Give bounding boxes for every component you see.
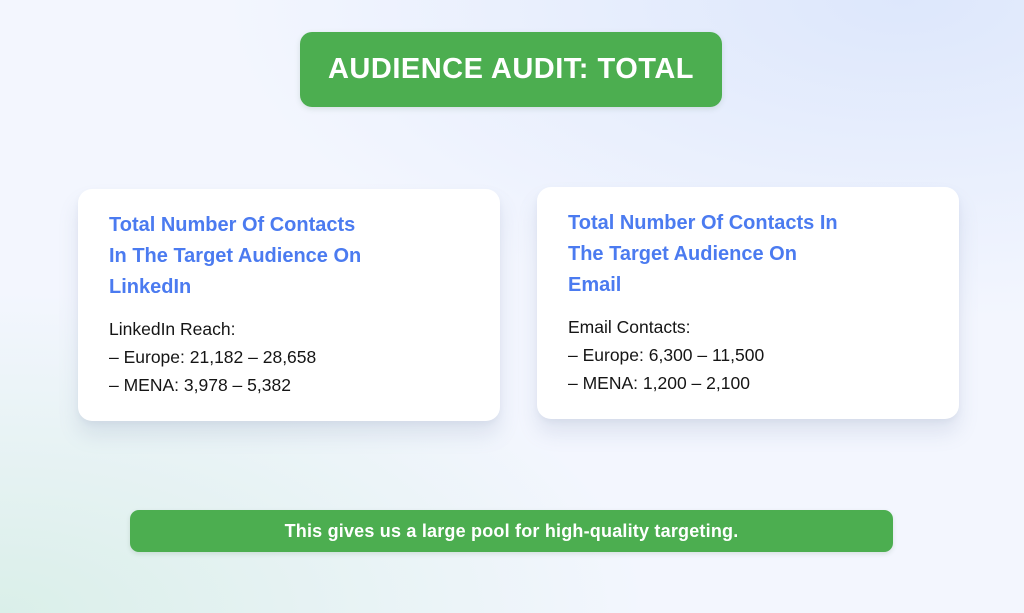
footer-banner-label: This gives us a large pool for high-qual…: [284, 520, 739, 541]
email-card-body: Email Contacts: – Europe: 6,300 – 11,500…: [568, 313, 929, 397]
email-card-heading: Total Number Of Contacts In The Target A…: [568, 208, 929, 301]
card-heading-line: The Target Audience On: [568, 243, 797, 265]
linkedin-card-body: LinkedIn Reach: – Europe: 21,182 – 28,65…: [109, 315, 470, 399]
email-contacts-card: Total Number Of Contacts In The Target A…: [537, 187, 959, 419]
card-body-line: – Europe: 21,182 – 28,658: [109, 347, 317, 367]
card-heading-line: Total Number Of Contacts: [109, 214, 356, 236]
card-body-line: LinkedIn Reach:: [109, 319, 236, 339]
footer-banner: This gives us a large pool for high-qual…: [130, 510, 893, 552]
card-heading-line: Email: [568, 274, 622, 296]
card-body-line: Email Contacts:: [568, 317, 691, 337]
card-heading-line: LinkedIn: [109, 276, 192, 298]
card-body-line: – MENA: 1,200 – 2,100: [568, 373, 750, 393]
card-body-line: – MENA: 3,978 – 5,382: [109, 375, 291, 395]
card-body-line: – Europe: 6,300 – 11,500: [568, 345, 765, 365]
title-banner: AUDIENCE AUDIT: TOTAL: [300, 32, 722, 107]
card-heading-line: Total Number Of Contacts In: [568, 212, 838, 234]
linkedin-contacts-card: Total Number Of Contacts In The Target A…: [78, 189, 500, 421]
title-banner-label: AUDIENCE AUDIT: TOTAL: [327, 53, 694, 85]
card-heading-line: In The Target Audience On: [109, 245, 362, 267]
linkedin-card-heading: Total Number Of Contacts In The Target A…: [109, 210, 470, 303]
